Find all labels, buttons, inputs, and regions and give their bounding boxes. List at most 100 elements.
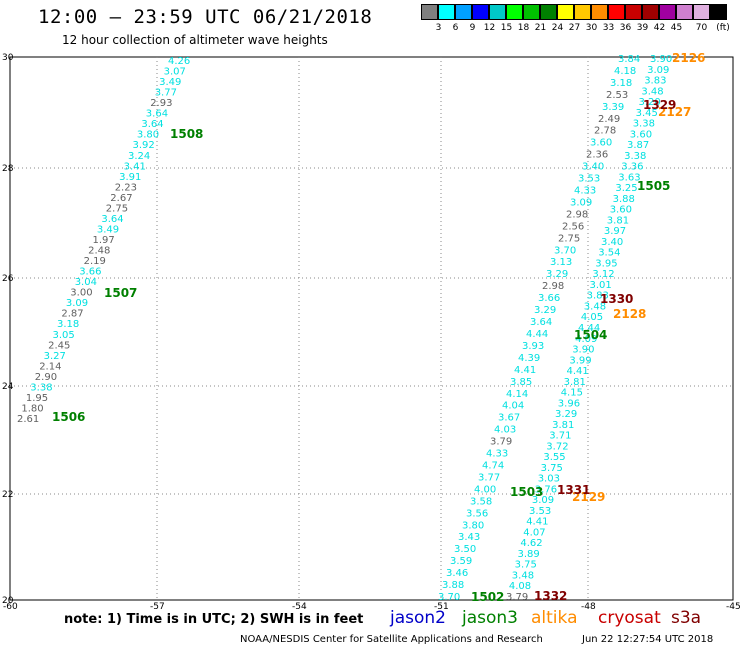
wave-height-value: 3.48 [641,86,663,97]
wave-height-value: 3.63 [618,172,640,183]
wave-height-value: 3.99 [569,355,591,366]
wave-height-value: 3.72 [546,441,568,452]
color-scale-label: 70 [695,23,708,33]
wave-height-value: 2.78 [594,126,616,137]
wave-height-value: 3.88 [442,580,464,591]
wave-height-value: 4.26 [168,56,190,67]
wave-height-value: 3.70 [438,592,460,603]
wave-height-value: 3.05 [53,330,75,341]
color-scale-label: 27 [568,23,581,33]
wave-height-value: 3.79 [490,437,512,448]
credit-line: NOAA/NESDIS Center for Satellite Applica… [240,634,543,645]
map-note: note: 1) Time is in UTC; 2) SWH is in fe… [64,612,364,627]
legend-item-s3a: s3a [671,608,702,628]
wave-height-value: 4.41 [514,365,536,376]
color-scale-swatch [455,4,472,20]
wave-height-value: 4.14 [506,389,528,400]
track-pass-label: 2129 [572,490,605,504]
color-scale-label: 30 [585,23,598,33]
wave-height-value: 2.67 [110,193,132,204]
wave-height-value: 3.27 [44,351,66,362]
wave-height-value: 3.60 [590,138,612,149]
color-scale-swatch [540,4,557,20]
wave-height-value: 3.66 [79,267,101,278]
wave-height-value: 3.09 [570,198,592,209]
wave-height-value: 3.39 [602,102,624,113]
generation-timestamp: Jun 22 12:27:54 UTC 2018 [582,634,714,645]
wave-height-value: 3.04 [75,277,97,288]
wave-height-value: 3.64 [141,119,163,130]
wave-height-value: 3.55 [543,452,565,463]
wave-height-value: 3.00 [70,288,92,299]
wave-height-value: 3.20 [639,97,661,108]
longitude-label: -45 [726,602,740,612]
wave-height-value: 4.41 [567,366,589,377]
wave-height-value: 3.54 [598,248,620,259]
wave-height-value: 4.33 [574,186,596,197]
color-scale-label: 24 [551,23,564,33]
wave-height-value: 3.29 [546,269,568,280]
wave-height-value: 3.38 [633,119,655,130]
wave-height-value: 2.48 [88,246,110,257]
wave-height-value: 3.41 [124,161,146,172]
wave-height-value: 2.53 [606,90,628,101]
wave-height-value: 3.09 [532,495,554,506]
wave-height-value: 1.97 [93,235,115,246]
color-scale-label: 6 [452,23,459,33]
color-scale-swatch [659,4,676,20]
wave-height-value: 4.03 [494,425,516,436]
wave-height-value: 3.97 [604,226,626,237]
longitude-label: -60 [3,602,18,612]
wave-height-value: 4.41 [526,517,548,528]
wave-height-value: 3.90 [572,345,594,356]
wave-height-value: 1.80 [21,404,43,415]
color-scale-swatch [489,4,506,20]
wave-height-value: 3.46 [446,568,468,579]
wave-height-value: 3.64 [530,317,552,328]
track-pass-label: 1332 [534,589,567,603]
wave-height-value: 3.40 [582,162,604,173]
wave-height-value: 3.43 [458,532,480,543]
wave-height-value: 1.95 [26,393,48,404]
wave-height-value: 3.49 [159,77,181,88]
wave-height-value: 2.75 [106,203,128,214]
wave-height-value: 3.66 [538,293,560,304]
map-frame [9,56,734,601]
wave-height-value: 2.98 [566,209,588,220]
legend-item-cryosat: cryosat [598,608,661,628]
latitude-label: 20 [2,596,14,606]
color-scale-swatch [472,4,489,20]
wave-height-value: 3.70 [554,245,576,256]
color-scale-swatch [693,4,710,20]
wave-height-value: 2.14 [39,361,61,372]
track-pass-label: 2126 [672,51,705,65]
wave-height-value: 3.83 [644,76,666,87]
wave-height-value: 3.64 [146,109,168,120]
wave-height-value: 3.60 [610,205,632,216]
wave-height-value: 3.95 [595,258,617,269]
wave-height-value: 3.83 [587,291,609,302]
wave-height-value: 3.03 [538,474,560,485]
wave-height-value: 4.00 [474,484,496,495]
color-scale-swatch [608,4,625,20]
wave-height-value: 3.38 [624,151,646,162]
wave-height-value: 3.93 [522,341,544,352]
wave-height-value: 3.40 [601,237,623,248]
color-scale-swatch [710,4,727,20]
color-scale-swatch [421,4,438,20]
wave-height-value: 3.60 [630,129,652,140]
wave-height-value: 3.45 [636,108,658,119]
wave-height-value: 4.15 [561,388,583,399]
latitude-label: 22 [2,490,13,500]
color-scale-swatch [557,4,574,20]
wave-height-value: 4.04 [502,401,524,412]
wave-height-value: 3.13 [550,257,572,268]
wave-height-value: 2.45 [48,340,70,351]
longitude-label: -54 [292,602,307,612]
legend-item-altika: altika [531,608,578,628]
color-scale-unit: (ft) [716,23,730,33]
wave-height-value: 2.19 [84,256,106,267]
color-scale-label: 42 [653,23,666,33]
wave-height-value: 3.50 [454,544,476,555]
